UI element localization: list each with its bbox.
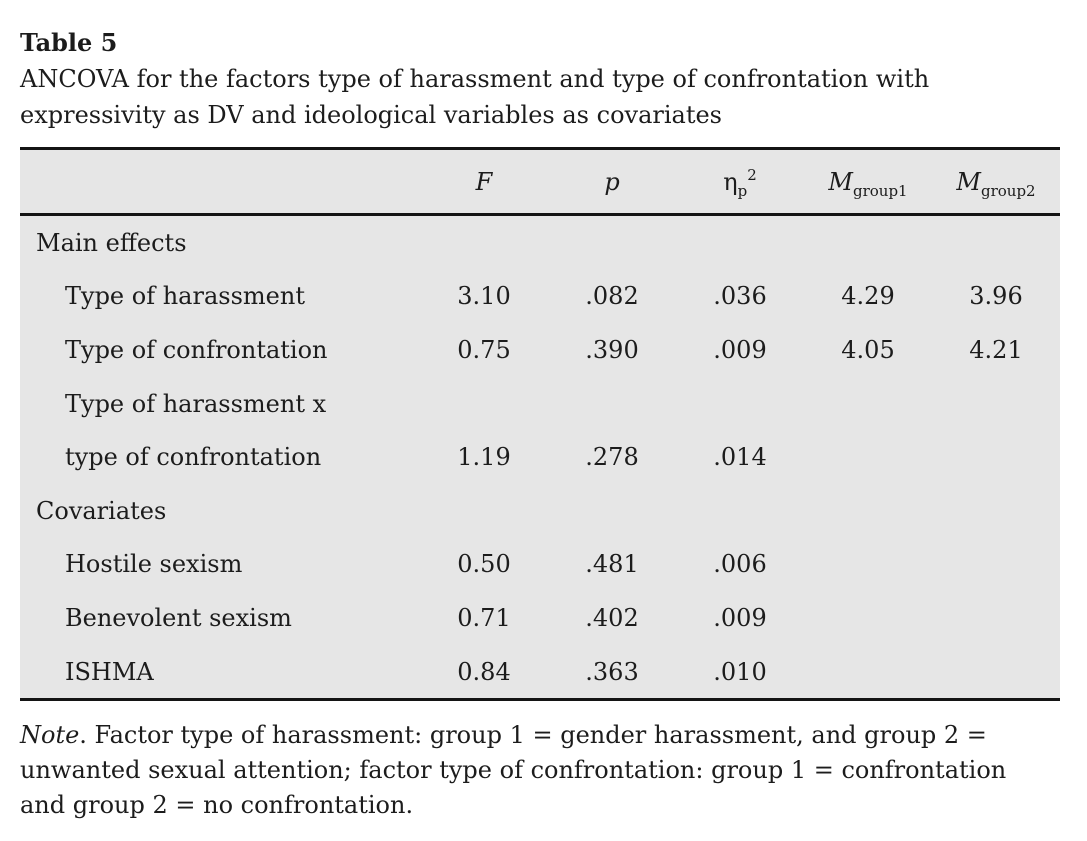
table-heading: Table 5 ANCOVA for the factors type of h… (20, 25, 1067, 133)
value-cell: .363 (585, 657, 639, 686)
value-cell (420, 377, 548, 431)
value-cell (804, 645, 932, 700)
value-cell (932, 484, 1060, 538)
value-cell (804, 377, 932, 431)
row-ishma: ISHMA 0.84 .363 .010 (20, 645, 1060, 700)
row-label: Hostile sexism (65, 550, 243, 579)
value-cell: .036 (713, 282, 767, 311)
row-label: Type of confrontation (65, 335, 328, 364)
eta-subscript: p (737, 181, 748, 200)
value-cell (932, 430, 1060, 484)
mean-symbol: M (956, 167, 981, 196)
value-cell: 0.71 (457, 603, 511, 632)
row-type-of-confrontation: Type of confrontation 0.75 .390 .009 4.0… (20, 323, 1060, 377)
value-cell (804, 591, 932, 645)
ancova-table: F p ηp2 Mgroup1 Mgroup2 Main effects Typ… (20, 147, 1060, 702)
value-cell (420, 484, 548, 538)
value-cell: 3.10 (457, 282, 511, 311)
value-cell: .481 (585, 550, 639, 579)
value-cell: .006 (713, 550, 767, 579)
row-interaction-line-2: type of confrontation 1.19 .278 .014 (20, 430, 1060, 484)
value-cell: .278 (585, 443, 639, 472)
column-header-f: F (420, 148, 548, 216)
table-number: Table 5 (20, 28, 118, 57)
group2-subscript: group2 (980, 181, 1036, 200)
column-header-m-group2: Mgroup2 (932, 148, 1060, 216)
value-cell: 0.75 (457, 335, 511, 364)
value-cell: 4.29 (841, 282, 895, 311)
row-label: Type of harassment (65, 282, 305, 311)
row-covariates: Covariates (20, 484, 1060, 538)
value-cell (548, 215, 676, 270)
value-cell (676, 484, 804, 538)
table-note: Note. Factor type of harassment: group 1… (20, 718, 1040, 823)
value-cell (932, 645, 1060, 700)
table-caption-line-2: expressivity as DV and ideological varia… (20, 101, 722, 129)
row-hostile-sexism: Hostile sexism 0.50 .481 .006 (20, 538, 1060, 592)
note-lead: Note (20, 721, 80, 750)
value-cell: 1.19 (457, 443, 511, 472)
value-cell (676, 377, 804, 431)
value-cell: 3.96 (969, 282, 1023, 311)
row-label: type of confrontation (65, 443, 322, 472)
table-caption-line-1: ANCOVA for the factors type of harassmen… (20, 65, 930, 93)
group1-subscript: group1 (852, 181, 908, 200)
row-interaction-line-1: Type of harassment x (20, 377, 1060, 431)
value-cell (804, 484, 932, 538)
value-cell: .390 (585, 335, 639, 364)
eta-superscript: 2 (747, 165, 757, 184)
value-cell (804, 215, 932, 270)
header-row: F p ηp2 Mgroup1 Mgroup2 (20, 148, 1060, 216)
value-cell: 0.84 (457, 657, 511, 686)
column-header-spacer (20, 148, 420, 216)
row-type-of-harassment: Type of harassment 3.10 .082 .036 4.29 3… (20, 270, 1060, 324)
value-cell (932, 538, 1060, 592)
value-cell: 4.05 (841, 335, 895, 364)
eta-symbol: η (723, 167, 738, 196)
value-cell (804, 430, 932, 484)
value-cell: .014 (713, 443, 767, 472)
row-label: Main effects (36, 228, 187, 257)
value-cell (548, 484, 676, 538)
value-cell (932, 215, 1060, 270)
p-value-label: p (604, 167, 620, 196)
row-label: Benevolent sexism (65, 603, 292, 632)
note-line-1-text: . Factor type of harassment: group 1 = g… (79, 721, 987, 750)
mean-symbol: M (828, 167, 853, 196)
value-cell: .009 (713, 335, 767, 364)
value-cell: .009 (713, 603, 767, 632)
value-cell (548, 377, 676, 431)
value-cell (420, 215, 548, 270)
value-cell: 4.21 (969, 335, 1023, 364)
column-header-eta-squared: ηp2 (676, 148, 804, 216)
value-cell: .402 (585, 603, 639, 632)
row-benevolent-sexism: Benevolent sexism 0.71 .402 .009 (20, 591, 1060, 645)
column-header-m-group1: Mgroup1 (804, 148, 932, 216)
f-statistic-label: F (475, 167, 493, 196)
value-cell (932, 591, 1060, 645)
value-cell (676, 215, 804, 270)
value-cell (932, 377, 1060, 431)
row-main-effects: Main effects (20, 215, 1060, 270)
value-cell (804, 538, 932, 592)
note-line-3: and group 2 = no confrontation. (20, 791, 414, 820)
value-cell: .082 (585, 282, 639, 311)
note-line-1: Note. Factor type of harassment: group 1… (20, 718, 1040, 753)
value-cell: .010 (713, 657, 767, 686)
row-label: Covariates (36, 496, 167, 525)
row-label: ISHMA (65, 657, 154, 686)
column-header-p: p (548, 148, 676, 216)
row-label: Type of harassment x (65, 389, 327, 418)
value-cell: 0.50 (457, 550, 511, 579)
note-line-2: unwanted sexual attention; factor type o… (20, 756, 1007, 785)
